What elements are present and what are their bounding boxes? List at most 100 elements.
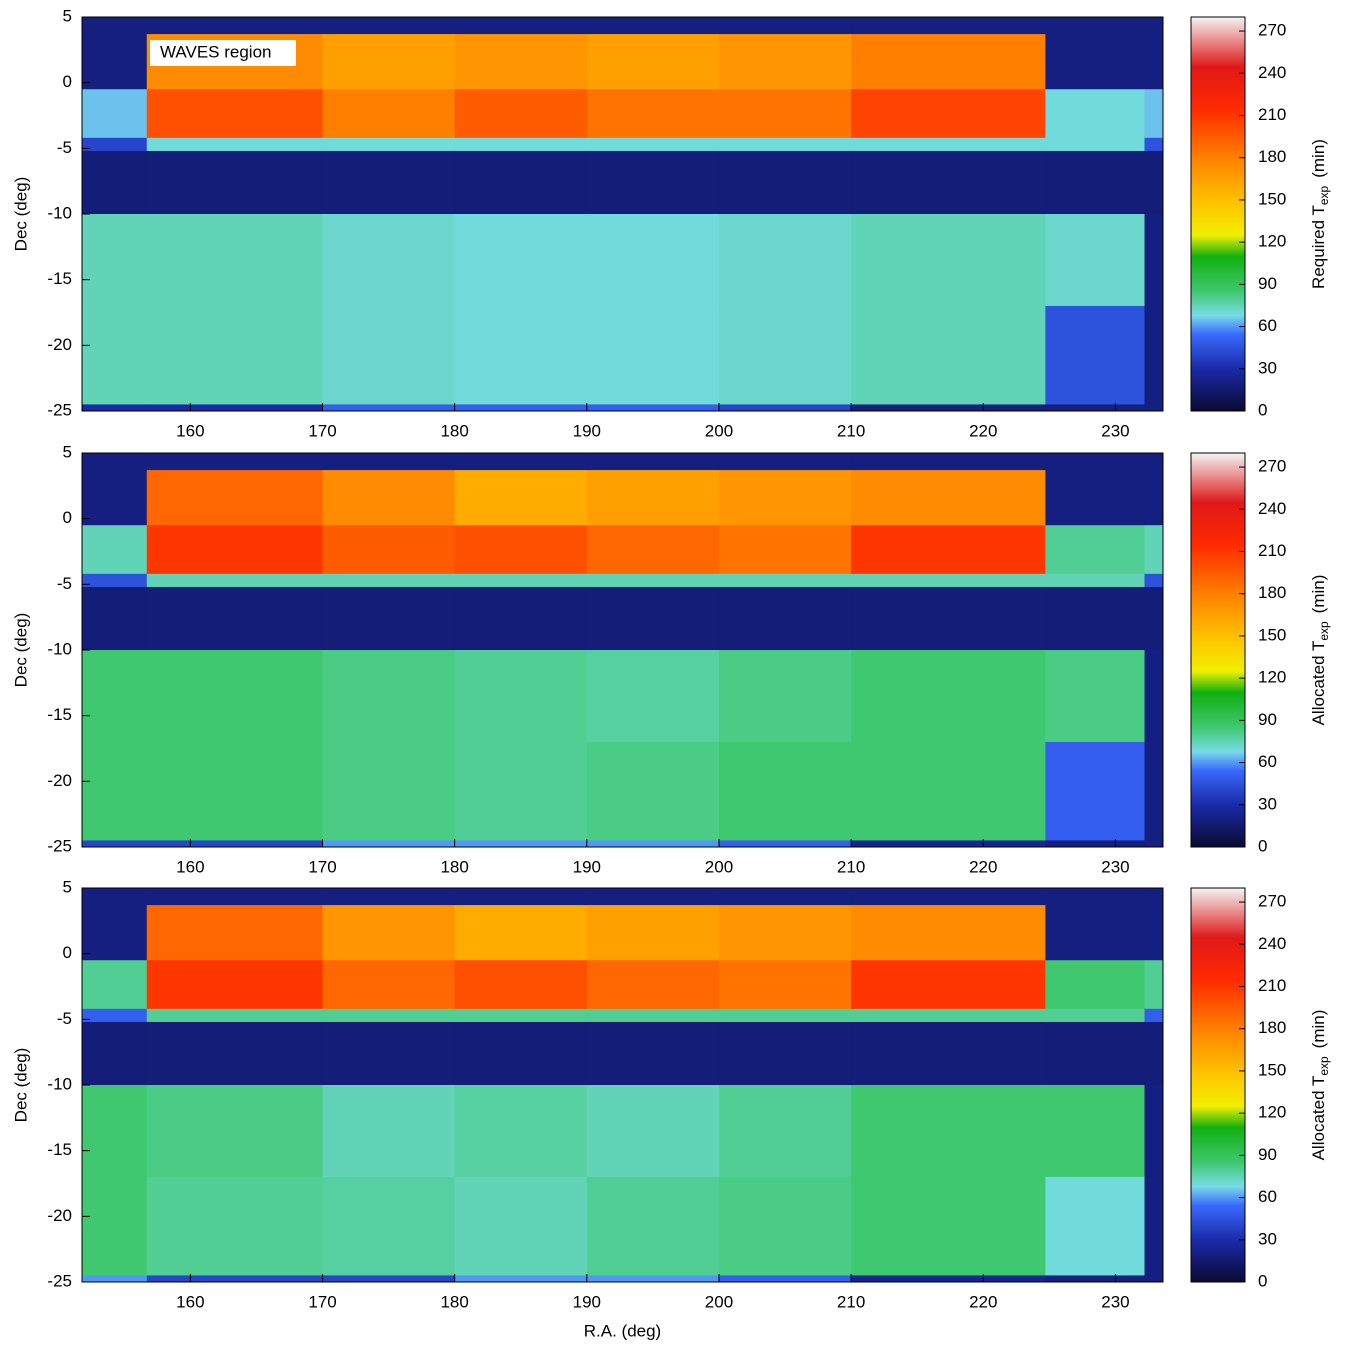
- colorbar-segment: [1191, 1204, 1245, 1241]
- x-tick-label: 230: [1101, 421, 1129, 440]
- heatmap-cell: [586, 888, 720, 906]
- heatmap-cell: [718, 17, 852, 35]
- heatmap-cell: [82, 1085, 148, 1178]
- heatmap-cell: [851, 17, 1046, 35]
- heatmap-cell: [1045, 525, 1145, 575]
- heatmap-cell: [322, 470, 456, 526]
- heatmap-cell: [146, 1021, 324, 1086]
- heatmap-cell: [454, 1275, 588, 1283]
- heatmap-cell: [1144, 404, 1164, 412]
- heatmap-cell: [322, 150, 456, 215]
- heatmap-cell: [851, 650, 1046, 743]
- colorbar-frame: [1190, 887, 1246, 1283]
- heatmap-cell: [322, 1176, 456, 1276]
- x-axis-label: R.A. (deg): [584, 1321, 661, 1340]
- heatmap-cell: [1144, 741, 1164, 841]
- heatmap-cell: [82, 1176, 148, 1276]
- colorbar-segment: [1191, 769, 1245, 806]
- y-tick-label: -25: [47, 836, 72, 855]
- heatmap-cell: [1045, 150, 1145, 215]
- heatmap-cell: [454, 573, 588, 588]
- colorbar-tick-label: 0: [1258, 836, 1267, 855]
- heatmap-cell: [1144, 305, 1164, 405]
- colorbar-segment: [1191, 671, 1245, 693]
- heatmap-cell: [586, 89, 720, 139]
- heatmap-cell: [851, 1008, 1046, 1023]
- heatmap-cell: [1045, 741, 1145, 841]
- heatmap-cell: [1144, 89, 1164, 139]
- heatmap-cell: [586, 960, 720, 1010]
- heatmap-cell: [1144, 137, 1164, 152]
- colorbar-frame: [1190, 16, 1246, 412]
- heatmap-cell: [322, 573, 456, 588]
- x-tick-label: 190: [573, 1292, 601, 1311]
- heatmap-cell: [322, 888, 456, 906]
- colorbar-tick-label: 240: [1258, 63, 1286, 82]
- y-tick-label: -5: [57, 138, 72, 157]
- heatmap-cell: [586, 573, 720, 588]
- heatmap-cell: [82, 89, 148, 139]
- heatmap-cell: [718, 1176, 852, 1276]
- colorbar-tick-label: 30: [1258, 358, 1277, 377]
- heatmap-cell: [586, 905, 720, 961]
- heatmap-cell: [322, 650, 456, 743]
- heatmap-cell: [82, 404, 148, 412]
- heatmap-cell: [146, 741, 324, 841]
- colorbar-segment: [1191, 727, 1245, 752]
- heatmap-cell: [322, 960, 456, 1010]
- y-tick-label: -10: [47, 1074, 72, 1093]
- colorbar-segment: [1191, 1106, 1245, 1128]
- heatmap-cell: [146, 905, 324, 961]
- heatmap-cell: [146, 586, 324, 651]
- colorbar-segment: [1191, 544, 1245, 595]
- colorbar-tick-label: 210: [1258, 541, 1286, 560]
- heatmap-cell: [454, 89, 588, 139]
- colorbar-segment: [1191, 17, 1245, 67]
- heatmap-cell: [322, 305, 456, 405]
- colorbar-tick-label: 210: [1258, 105, 1286, 124]
- heatmap-cell: [322, 404, 456, 412]
- y-tick-label: -5: [57, 1009, 72, 1028]
- x-tick-label: 160: [176, 1292, 204, 1311]
- heatmap-cell: [718, 305, 852, 405]
- heatmap-cell: [454, 214, 588, 307]
- heatmap-cell: [454, 741, 588, 841]
- heatmap-cell: [82, 214, 148, 307]
- x-tick-label: 180: [440, 857, 468, 876]
- heatmap-cell: [454, 1008, 588, 1023]
- colorbar-tick-label: 240: [1258, 934, 1286, 953]
- heatmap-cell: [1144, 1021, 1164, 1086]
- x-tick-label: 160: [176, 857, 204, 876]
- heatmap-cell: [82, 888, 148, 906]
- heatmap-cell: [718, 137, 852, 152]
- heatmap-cell: [718, 89, 852, 139]
- colorbar-label-main: Allocated T: [1309, 1076, 1328, 1161]
- heatmap-cell: [718, 150, 852, 215]
- heatmap-cell: [322, 586, 456, 651]
- heatmap-cell: [1045, 905, 1145, 961]
- heatmap-cell: [322, 17, 456, 35]
- colorbar-label-unit: (min): [1309, 1010, 1328, 1049]
- heatmap-cell: [586, 1008, 720, 1023]
- heatmap-cell: [718, 960, 852, 1010]
- x-tick-label: 170: [308, 1292, 336, 1311]
- heatmap-cell: [586, 305, 720, 405]
- heatmap-cell: [1144, 1275, 1164, 1283]
- x-tick-label: 170: [308, 421, 336, 440]
- heatmap-cell: [718, 404, 852, 412]
- colorbar-segment: [1191, 1239, 1245, 1283]
- colorbar-tick-label: 150: [1258, 1060, 1286, 1079]
- heatmap-cell: [146, 214, 324, 307]
- heatmap-cell: [1144, 573, 1164, 588]
- heatmap-cell: [82, 305, 148, 405]
- heatmap-cell: [454, 404, 588, 412]
- heatmap-cell: [146, 470, 324, 526]
- heatmap-cell: [146, 650, 324, 743]
- colorbar-label-unit: (min): [1309, 139, 1328, 178]
- heatmap-cell: [586, 1085, 720, 1178]
- heatmap-cell: [1045, 404, 1145, 412]
- heatmap-cell: [586, 34, 720, 90]
- heatmap-cell: [586, 214, 720, 307]
- heatmap-cell: [322, 525, 456, 575]
- heatmap-cell: [1144, 1008, 1164, 1023]
